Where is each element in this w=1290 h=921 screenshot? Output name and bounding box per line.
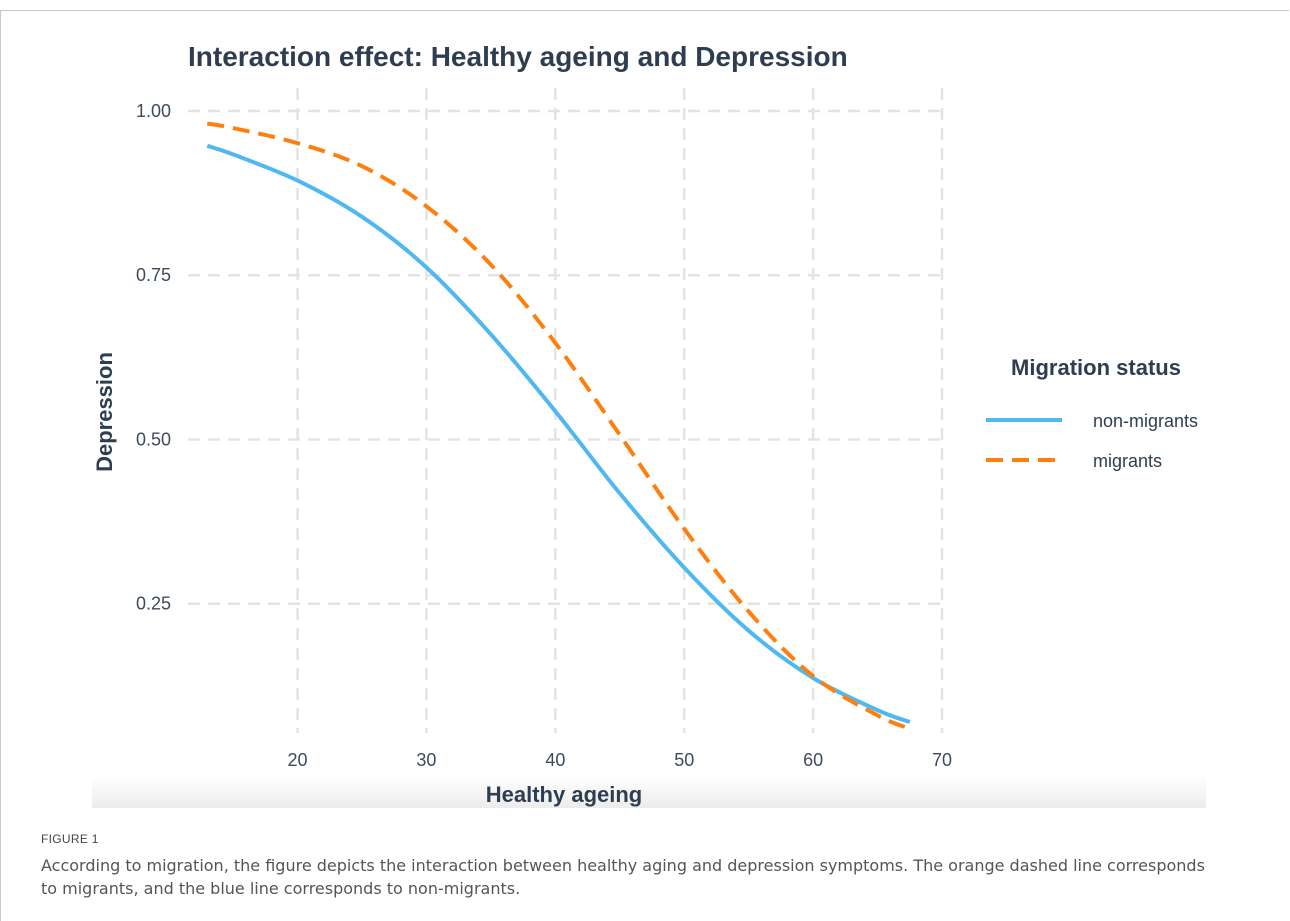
x-tick-label: 50 (674, 750, 694, 770)
figure-caption: According to migration, the figure depic… (41, 856, 1205, 898)
tick-labels: 20 30 40 50 60 70 0.25 0.50 0.75 1.00 (136, 101, 952, 770)
legend: Migration status non-migrants migrants (986, 355, 1198, 471)
series-layer (206, 121, 911, 731)
legend-label-non-migrants: non-migrants (1093, 411, 1198, 431)
x-tick-label: 20 (288, 750, 308, 770)
chart-title: Interaction effect: Healthy ageing and D… (188, 41, 848, 72)
figure-frame (0, 10, 1289, 921)
x-tick-label: 70 (932, 750, 952, 770)
grid (188, 88, 944, 733)
y-axis-label: Depression (92, 352, 117, 472)
y-tick-label: 1.00 (136, 101, 171, 121)
axis-band (92, 776, 1206, 808)
x-axis-label: Healthy ageing (486, 782, 642, 807)
y-tick-label: 0.75 (136, 265, 171, 285)
figure-label: FIGURE 1 (41, 832, 99, 846)
x-tick-label: 40 (545, 750, 565, 770)
series-line-non-migrants (206, 143, 911, 724)
legend-label-migrants: migrants (1093, 451, 1162, 471)
legend-title: Migration status (1011, 355, 1181, 380)
y-tick-label: 0.25 (136, 594, 171, 614)
y-tick-label: 0.50 (136, 429, 171, 449)
x-tick-label: 60 (803, 750, 823, 770)
series-line-migrants (206, 121, 911, 731)
x-tick-label: 30 (416, 750, 436, 770)
